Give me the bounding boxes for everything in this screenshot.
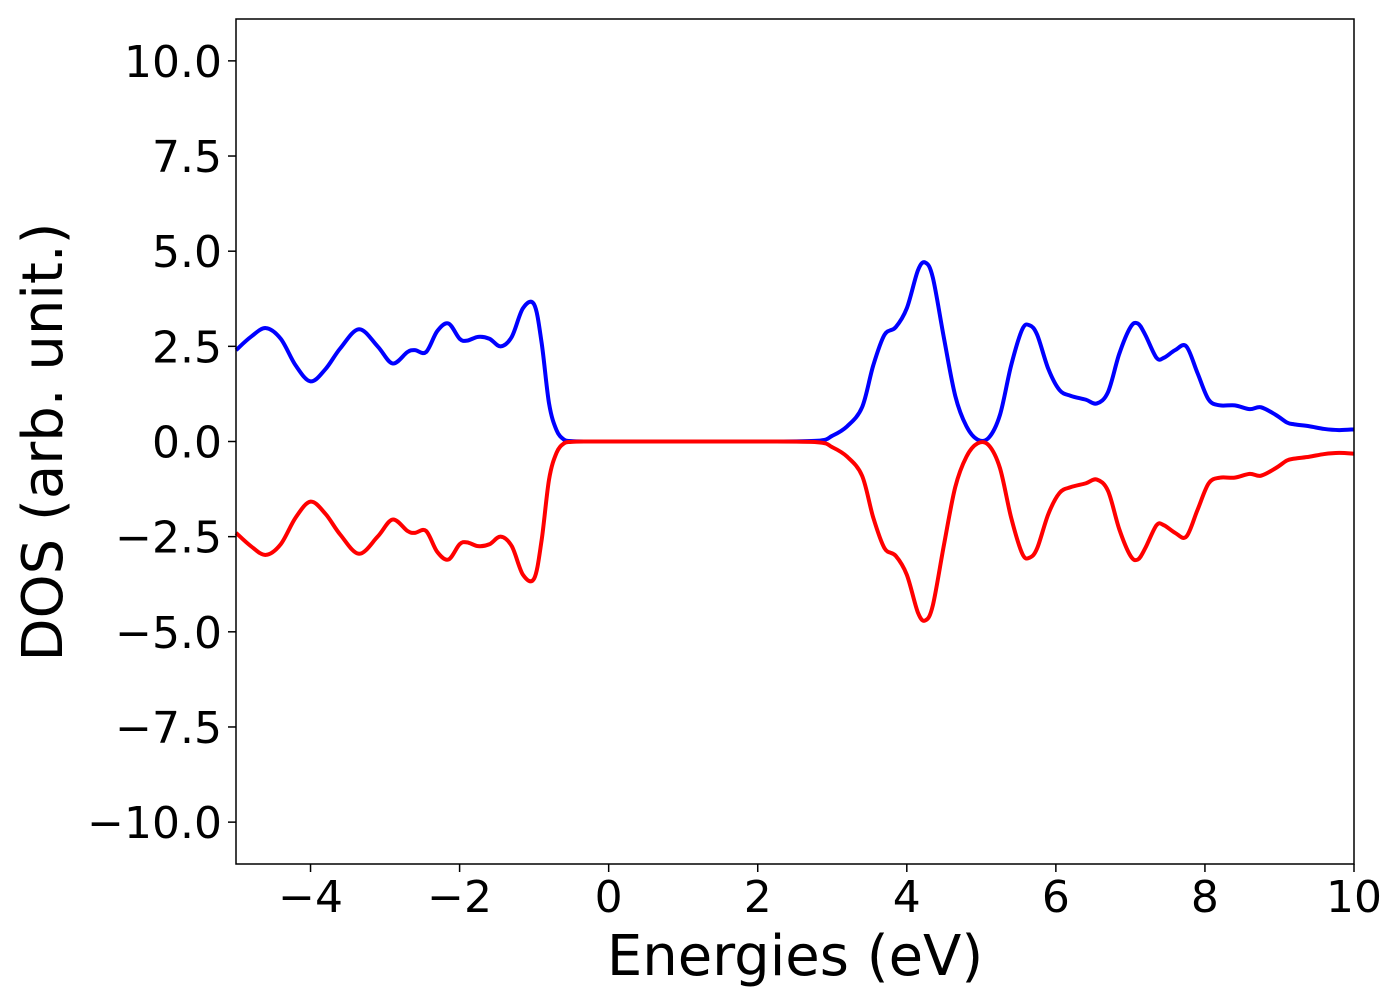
x-tick-label: 6 <box>1042 872 1070 923</box>
y-axis-label: DOS (arb. unit.) <box>11 222 76 661</box>
x-tick-label: 10 <box>1326 872 1382 923</box>
x-axis-ticks: −4 −2 0 2 4 6 8 10 <box>278 864 1382 923</box>
y-tick-label: 5.0 <box>152 227 222 278</box>
y-tick-label: −5.0 <box>115 608 222 659</box>
y-tick-label: 10.0 <box>124 37 222 88</box>
x-tick-label: 2 <box>744 872 772 923</box>
y-tick-label: −2.5 <box>115 513 222 564</box>
x-tick-label: −2 <box>427 872 492 923</box>
series-layer <box>234 260 1355 623</box>
y-tick-label: −7.5 <box>115 703 222 754</box>
x-tick-label: 0 <box>595 872 623 923</box>
y-axis-ticks: 10.0 7.5 5.0 2.5 0.0 −2.5 −5.0 −7.5 −10.0 <box>87 37 236 849</box>
x-axis-label: Energies (eV) <box>607 924 983 989</box>
x-tick-label: −4 <box>278 872 343 923</box>
series-line-spin-up <box>234 260 1355 444</box>
x-tick-label: 4 <box>893 872 921 923</box>
y-tick-label: 0.0 <box>152 418 222 469</box>
y-tick-label: 2.5 <box>152 322 222 373</box>
x-tick-label: 8 <box>1191 872 1219 923</box>
series-line-spin-down <box>234 439 1355 623</box>
y-tick-label: 7.5 <box>152 132 222 183</box>
y-tick-label: −10.0 <box>87 798 222 849</box>
